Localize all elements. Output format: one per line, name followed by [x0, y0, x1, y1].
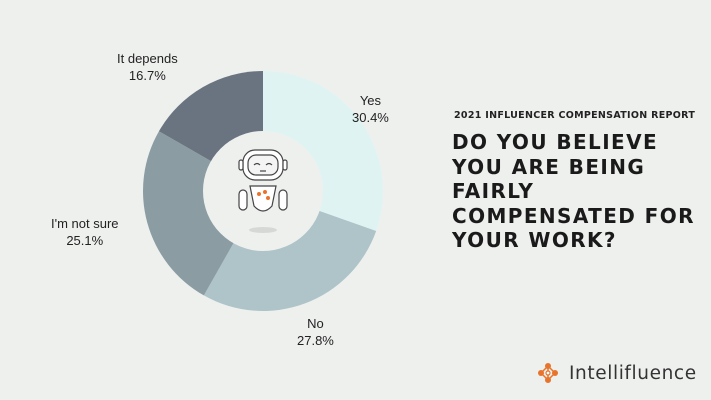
- robot-icon: [238, 149, 288, 233]
- brand-logo: Intellifluence: [535, 360, 697, 386]
- network-nodes-icon: [538, 363, 558, 383]
- donut-slice-i-m-not-sure: [142, 131, 263, 296]
- headline: DO YOU BELIEVE YOU ARE BEING FAIRLY COMP…: [452, 130, 695, 252]
- slice-value: 27.8%: [297, 333, 334, 348]
- slice-name: No: [307, 316, 324, 331]
- slice-value: 30.4%: [352, 110, 389, 125]
- slice-name: It depends: [117, 51, 178, 66]
- slice-value: 16.7%: [128, 68, 166, 83]
- report-label: 2021 INFLUENCER COMPENSATION REPORT: [454, 110, 696, 121]
- slice-label-no: No 27.8%: [297, 315, 334, 349]
- slice-label-it-depends: It depends 16.7%: [117, 50, 178, 84]
- slice-label-not-sure: I'm not sure 25.1%: [51, 215, 119, 249]
- slice-name: I'm not sure: [51, 216, 119, 231]
- slice-value: 25.1%: [66, 233, 104, 248]
- brand-name: Intellifluence: [569, 362, 697, 384]
- slice-label-yes: Yes 30.4%: [352, 92, 389, 126]
- slice-name: Yes: [359, 93, 382, 108]
